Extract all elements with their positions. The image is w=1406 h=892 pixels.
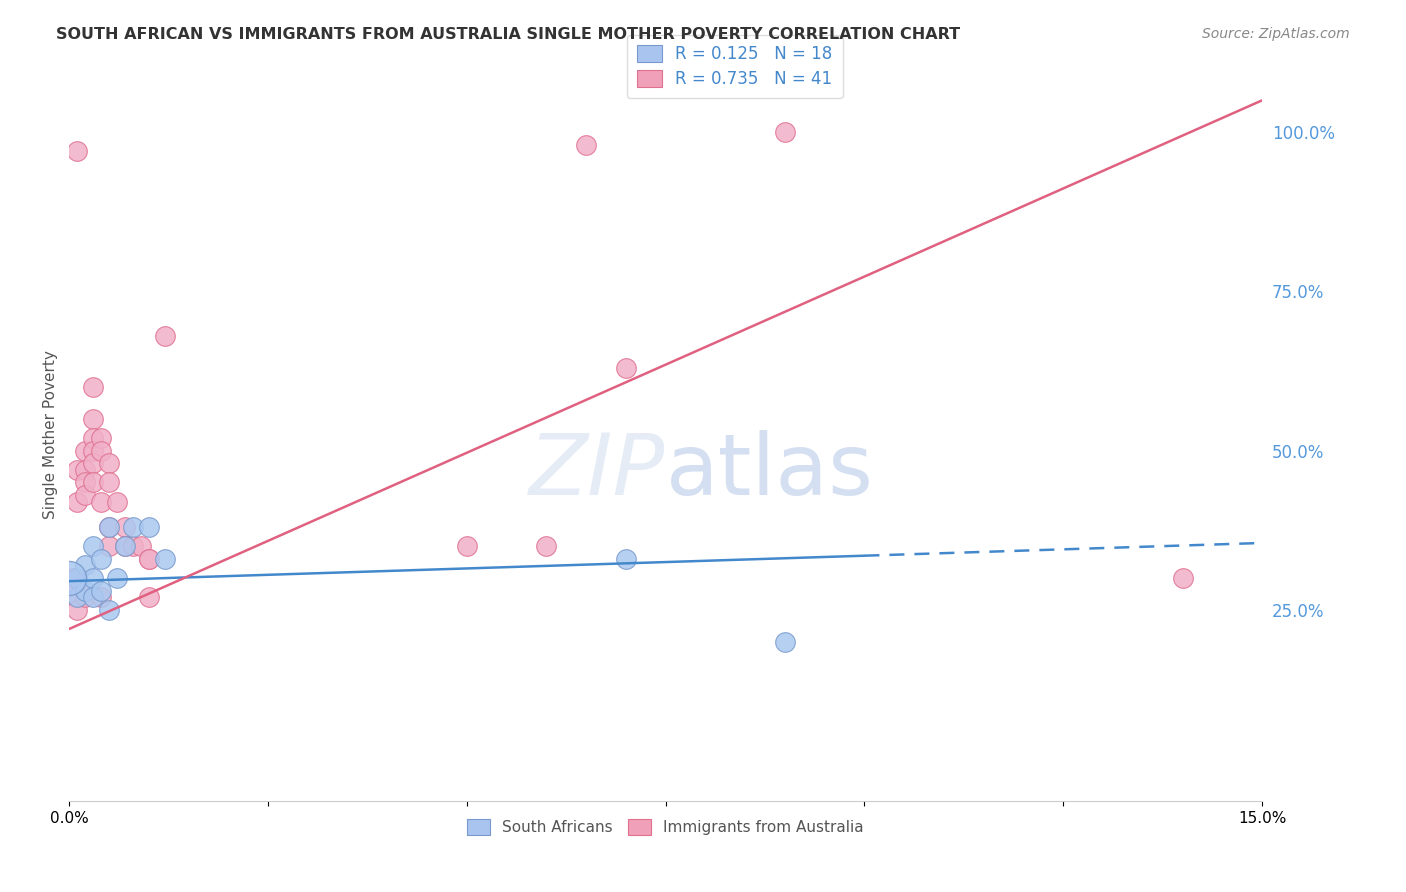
Point	[773, 125, 796, 139]
Point	[536, 539, 558, 553]
Point	[66, 494, 89, 508]
Point	[575, 137, 598, 152]
Point	[66, 603, 89, 617]
Point	[90, 431, 112, 445]
Point	[75, 488, 97, 502]
Point	[456, 539, 478, 553]
Point	[75, 583, 97, 598]
Point	[90, 443, 112, 458]
Point	[773, 634, 796, 648]
Point	[114, 520, 136, 534]
Point	[75, 475, 97, 490]
Point	[82, 380, 104, 394]
Point	[82, 411, 104, 425]
Point	[90, 590, 112, 604]
Text: atlas: atlas	[665, 430, 873, 513]
Point	[90, 583, 112, 598]
Point	[75, 590, 97, 604]
Point	[75, 558, 97, 573]
Point	[66, 571, 89, 585]
Point	[614, 552, 637, 566]
Text: ZIP: ZIP	[530, 430, 665, 513]
Point	[62, 571, 84, 585]
Point	[82, 571, 104, 585]
Point	[1171, 571, 1194, 585]
Point	[90, 552, 112, 566]
Text: SOUTH AFRICAN VS IMMIGRANTS FROM AUSTRALIA SINGLE MOTHER POVERTY CORRELATION CHA: SOUTH AFRICAN VS IMMIGRANTS FROM AUSTRAL…	[56, 27, 960, 42]
Point	[614, 360, 637, 375]
Point	[138, 520, 160, 534]
Legend: South Africans, Immigrants from Australia: South Africans, Immigrants from Australi…	[458, 810, 873, 845]
Point	[138, 552, 160, 566]
Point	[66, 145, 89, 159]
Point	[82, 431, 104, 445]
Point	[105, 571, 128, 585]
Point	[82, 590, 104, 604]
Point	[66, 463, 89, 477]
Point	[138, 552, 160, 566]
Point	[98, 520, 121, 534]
Point	[66, 590, 89, 604]
Point	[153, 329, 176, 343]
Point	[90, 494, 112, 508]
Point	[98, 456, 121, 470]
Point	[105, 494, 128, 508]
Text: Source: ZipAtlas.com: Source: ZipAtlas.com	[1202, 27, 1350, 41]
Point	[75, 443, 97, 458]
Point	[82, 539, 104, 553]
Point	[114, 539, 136, 553]
Point	[82, 475, 104, 490]
Point	[129, 539, 152, 553]
Point	[82, 443, 104, 458]
Point	[98, 475, 121, 490]
Point	[121, 539, 143, 553]
Point	[98, 539, 121, 553]
Point	[75, 463, 97, 477]
Point	[66, 571, 89, 585]
Point	[114, 539, 136, 553]
Point	[121, 520, 143, 534]
Point	[66, 590, 89, 604]
Point	[98, 603, 121, 617]
Point	[153, 552, 176, 566]
Point	[138, 590, 160, 604]
Point	[98, 520, 121, 534]
Y-axis label: Single Mother Poverty: Single Mother Poverty	[44, 351, 58, 519]
Point	[82, 456, 104, 470]
Point	[58, 571, 80, 585]
